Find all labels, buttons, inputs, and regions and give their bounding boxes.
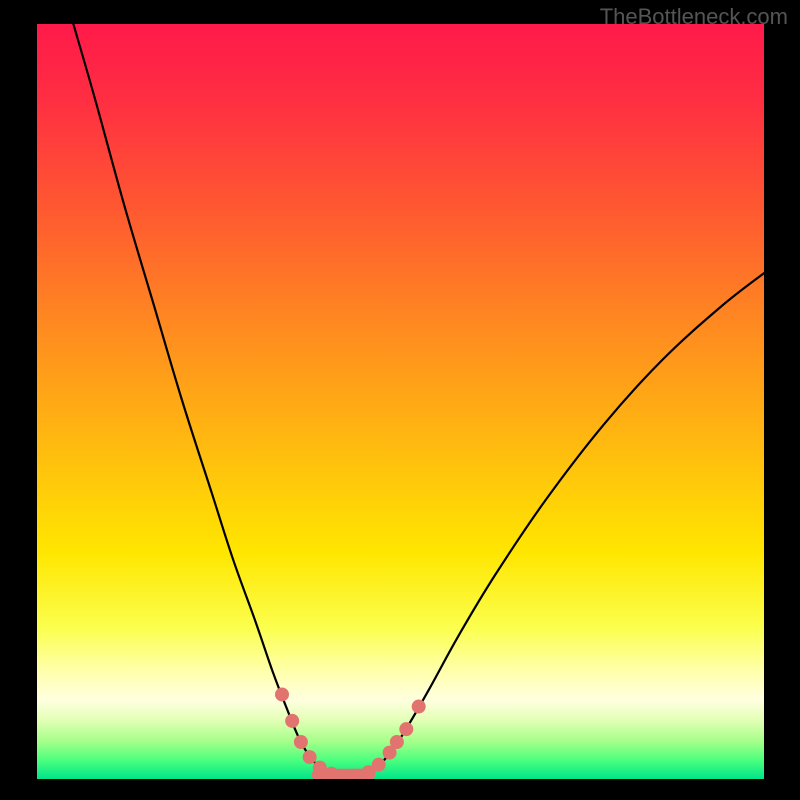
marker-dot	[390, 735, 404, 749]
watermark-text: TheBottleneck.com	[600, 4, 788, 30]
marker-dot	[399, 722, 413, 736]
marker-dot	[303, 750, 317, 764]
marker-dot	[412, 700, 426, 714]
chart-container	[37, 24, 764, 779]
gradient-background	[37, 24, 764, 779]
marker-dot	[275, 687, 289, 701]
marker-dot	[372, 758, 386, 772]
bottleneck-chart	[37, 24, 764, 779]
marker-dot	[285, 714, 299, 728]
marker-dot	[294, 735, 308, 749]
